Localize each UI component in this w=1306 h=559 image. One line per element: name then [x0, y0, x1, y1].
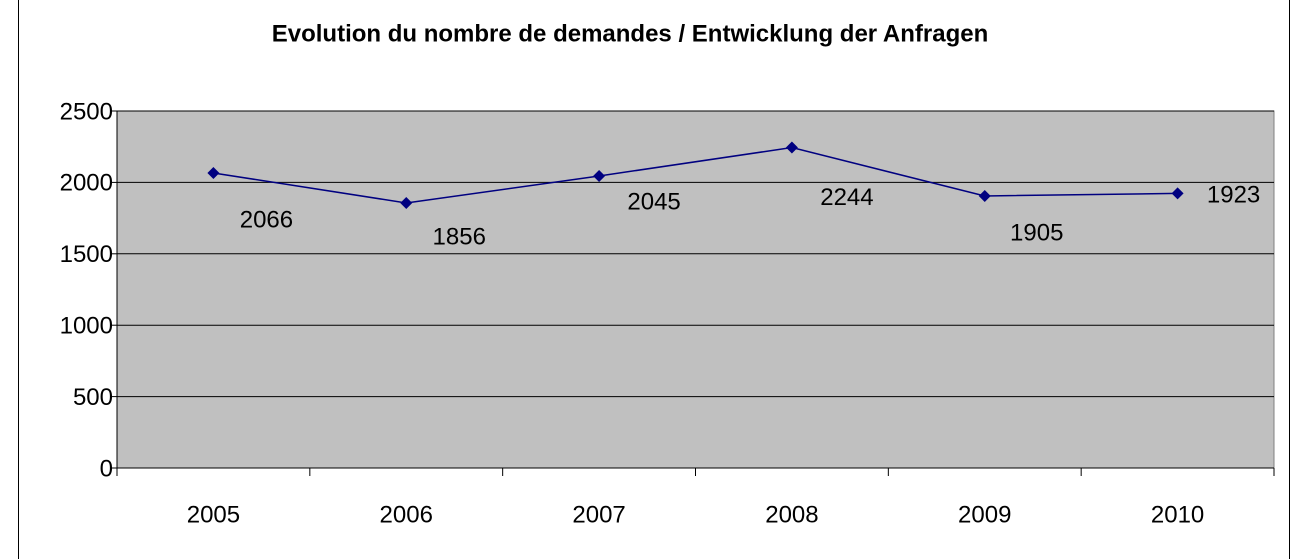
x-tick-label: 2007	[572, 501, 625, 528]
y-tick-label: 2500	[60, 98, 113, 125]
marker	[593, 169, 606, 182]
marker	[785, 141, 798, 154]
x-tick-label: 2008	[765, 501, 818, 528]
chart-title: Evolution du nombre de demandes / Entwic…	[272, 20, 989, 47]
data-label: 1905	[1010, 219, 1063, 246]
x-tick-label: 2009	[958, 501, 1011, 528]
data-label: 2045	[627, 188, 680, 215]
line	[213, 146, 1178, 204]
x-tick-label: 2010	[1151, 501, 1204, 528]
x-tick-label: 2005	[187, 501, 240, 528]
data-label: 2066	[240, 206, 293, 233]
x-tick-label: 2006	[380, 501, 433, 528]
y-tick-label: 2000	[60, 170, 113, 197]
plot-area	[116, 110, 1275, 469]
y-tick-label: 1000	[60, 313, 113, 340]
marker	[207, 166, 220, 179]
marker	[1171, 187, 1184, 200]
data-label: 1923	[1207, 182, 1260, 209]
data-label: 2244	[820, 184, 873, 211]
marker	[978, 189, 991, 202]
marker	[400, 196, 413, 209]
y-tick-label: 1500	[60, 241, 113, 268]
data-label: 1856	[433, 223, 486, 250]
y-tick-label: 0	[100, 455, 113, 482]
y-tick-label: 500	[73, 384, 113, 411]
